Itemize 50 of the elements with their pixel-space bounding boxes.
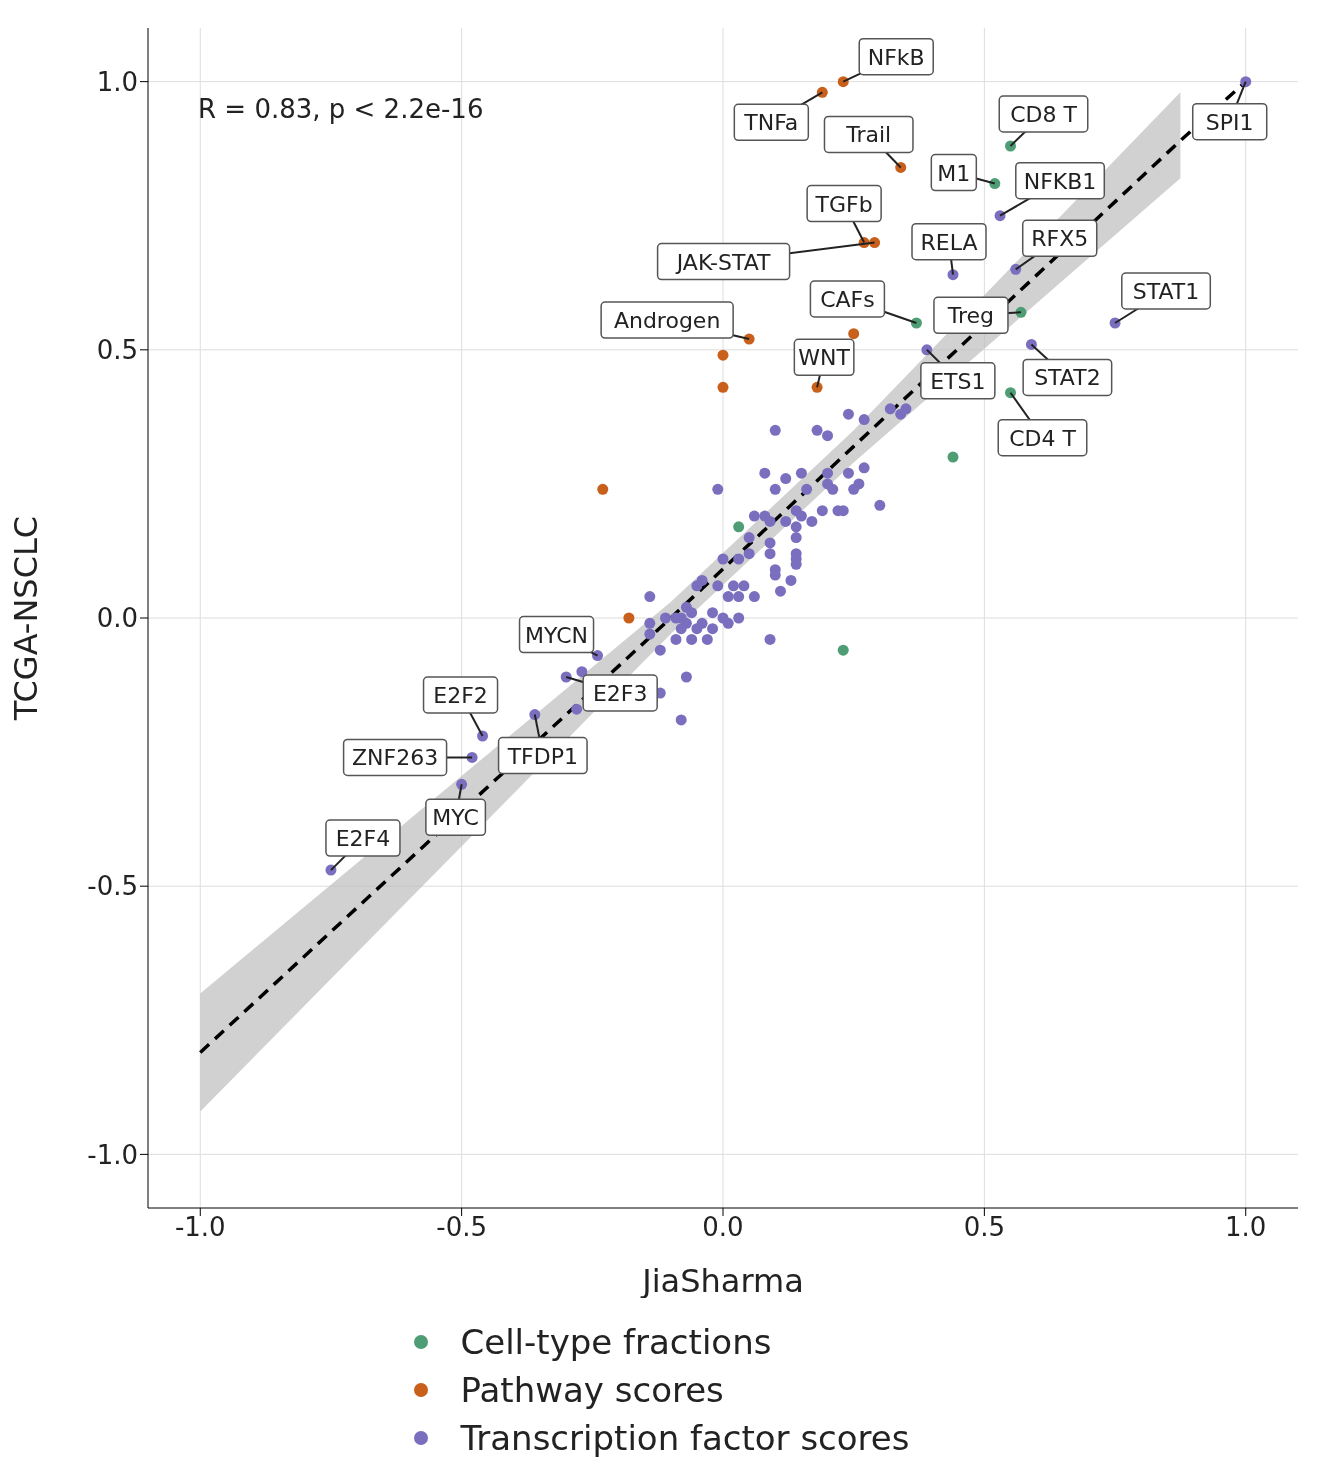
point — [717, 349, 729, 361]
annotation: E2F4 — [335, 826, 391, 852]
annotation: E2F2 — [433, 683, 488, 708]
x-axis-title: JiaSharma — [640, 1262, 804, 1300]
y-axis-title: TCGA-NSCLC — [7, 515, 46, 722]
annotation: RFX5 — [1031, 226, 1089, 252]
y-tick-label: 1.0 — [96, 66, 138, 97]
legend-label: Pathway scores — [460, 1370, 724, 1410]
legend-label: Transcription factor scores — [460, 1418, 910, 1458]
point — [597, 483, 609, 495]
annotation: TFDP1 — [506, 743, 578, 769]
x-tick-label: 0.0 — [702, 1212, 744, 1243]
annotation: RELA — [920, 229, 978, 255]
annotation: STAT1 — [1132, 279, 1200, 304]
x-tick-label: 1.0 — [1225, 1212, 1267, 1243]
annotation: E2F3 — [592, 681, 648, 706]
point — [717, 381, 729, 393]
annotation: ZNF263 — [352, 745, 439, 771]
annotation: NFKB1 — [1023, 168, 1097, 194]
annotation: Trail — [845, 122, 892, 148]
annotation: SPI1 — [1205, 109, 1254, 135]
annotation: MYCN — [525, 622, 589, 648]
annotation: Treg — [946, 303, 995, 329]
y-tick-label: -0.5 — [87, 871, 138, 902]
x-tick-label: -1.0 — [174, 1212, 226, 1243]
annotation: MYC — [432, 805, 479, 831]
annotation: STAT2 — [1034, 365, 1101, 391]
annotation: TGFb — [814, 191, 873, 217]
annotation: WNT — [798, 345, 851, 371]
annotation: CD8 T — [1010, 102, 1078, 127]
annotation: TNFa — [743, 110, 799, 136]
annotation: JAK-STAT — [674, 249, 771, 275]
y-tick-label: -1.0 — [87, 1139, 138, 1170]
y-tick-label: 0.5 — [96, 335, 138, 366]
point — [947, 451, 959, 463]
legend-label: Cell-type fractions — [460, 1322, 772, 1362]
x-tick-label: -0.5 — [436, 1212, 487, 1243]
annotation: M1 — [937, 160, 971, 186]
point — [733, 521, 745, 533]
x-tick-label: 0.5 — [963, 1212, 1006, 1243]
point — [623, 612, 635, 624]
y-tick-label: 0.0 — [96, 603, 138, 634]
annotation: CD4 T — [1009, 425, 1077, 451]
annotation: CAFs — [820, 287, 875, 312]
annotation: NFkB — [867, 44, 925, 70]
annotation: ETS1 — [930, 368, 986, 394]
annotation: R = 0.83, p < 2.2e-16 — [198, 94, 484, 124]
point — [837, 644, 849, 656]
annotation: Androgen — [613, 308, 721, 334]
point — [848, 328, 860, 340]
